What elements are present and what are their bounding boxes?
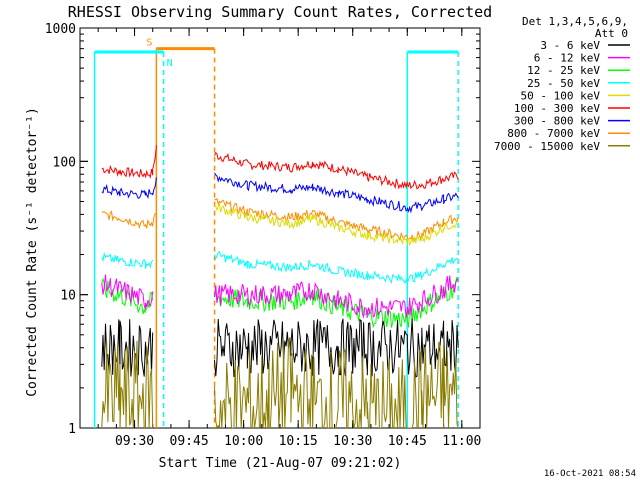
series-line <box>214 318 459 378</box>
series-line <box>214 197 459 242</box>
legend-entry-label: 100 - 300 keV <box>514 102 600 115</box>
x-tick-label: 10:15 <box>279 434 318 449</box>
legend-entry-label: 300 - 800 keV <box>514 115 600 128</box>
x-tick-label: 09:45 <box>170 434 209 449</box>
legend-entry-label: 50 - 100 keV <box>521 89 601 102</box>
annotation-n: N <box>167 58 173 69</box>
legend-entry-label: 800 - 7000 keV <box>507 127 600 140</box>
series-line <box>214 250 459 285</box>
y-tick-label: 1000 <box>45 22 76 37</box>
series-line <box>101 251 154 269</box>
footer-timestamp: 16-Oct-2021 08:54 <box>544 469 636 479</box>
x-tick-label: 10:30 <box>333 434 372 449</box>
legend-entry-label: 6 - 12 keV <box>534 52 601 65</box>
series-line <box>101 340 154 428</box>
series-line <box>214 151 459 190</box>
chart-title: RHESSI Observing Summary Count Rates, Co… <box>68 3 492 21</box>
legend-entry-label: 7000 - 15000 keV <box>494 140 600 153</box>
y-axis-label: Corrected Count Rate (s⁻¹ detector⁻¹) <box>25 107 40 397</box>
legend-title: Det 1,3,4,5,6,9, <box>522 15 628 28</box>
legend-title: Att 0 <box>595 27 628 40</box>
legend-entry-label: 25 - 50 keV <box>527 77 600 90</box>
series-line <box>101 210 157 230</box>
y-tick-label: 10 <box>60 289 76 304</box>
y-tick-label: 100 <box>53 155 76 170</box>
series-line <box>101 145 157 179</box>
legend-entry-label: 12 - 25 keV <box>527 64 600 77</box>
series-line <box>214 337 459 428</box>
legend-entry-label: 3 - 6 keV <box>540 39 600 52</box>
series-line <box>101 274 154 310</box>
series-line <box>214 202 459 247</box>
x-tick-label: 10:45 <box>388 434 427 449</box>
series-line <box>214 172 459 214</box>
y-tick-label: 1 <box>68 422 76 437</box>
x-tick-label: 09:30 <box>115 434 154 449</box>
series-line <box>214 275 459 319</box>
series-line <box>101 177 157 200</box>
x-axis-label: Start Time (21-Aug-07 09:21:02) <box>159 456 402 471</box>
x-tick-label: 11:00 <box>442 434 481 449</box>
x-tick-label: 10:00 <box>224 434 263 449</box>
annotation-s: S <box>146 38 152 49</box>
